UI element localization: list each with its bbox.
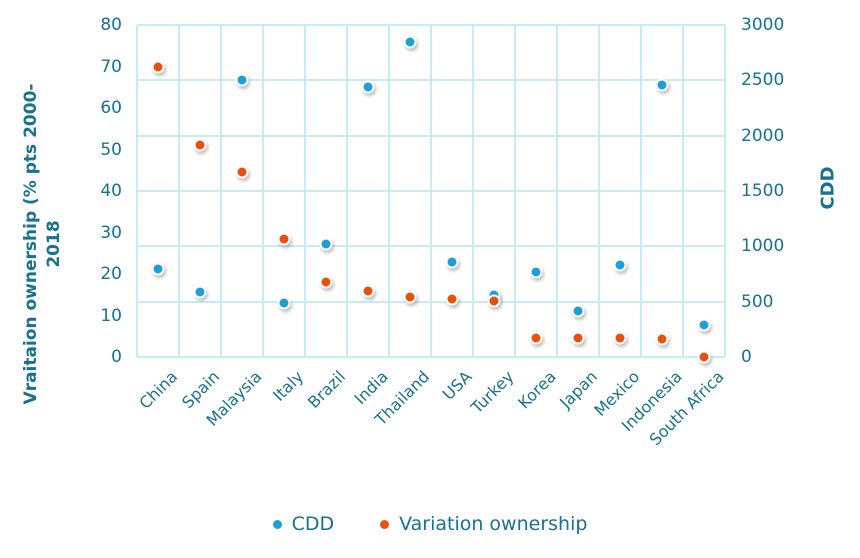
legend-item: Variation ownership: [380, 513, 587, 535]
legend-marker-icon: [380, 519, 390, 529]
right-axis-tick: 2500: [741, 70, 785, 91]
legend: CDD Variation ownership: [0, 513, 860, 535]
variation-point: [613, 331, 627, 345]
cdd-point: [445, 255, 459, 269]
variation-point: [403, 290, 417, 304]
horizontal-gridline: [137, 356, 725, 358]
cdd-point: [277, 296, 291, 310]
right-axis-tick: 3000: [741, 15, 785, 35]
variation-point: [193, 138, 207, 152]
left-axis-tick: 10: [100, 305, 122, 326]
horizontal-gridline: [137, 79, 725, 82]
variation-point: [487, 294, 501, 308]
vertical-gridline: [724, 25, 726, 357]
variation-point: [697, 350, 711, 364]
cdd-point: [151, 262, 165, 275]
legend-item: CDD: [272, 513, 335, 535]
cdd-point: [319, 237, 333, 251]
x-axis-label: Korea: [513, 367, 560, 413]
variation-point: [319, 275, 333, 289]
legend-marker-icon: [272, 519, 282, 529]
left-axis-tick: 0: [111, 347, 122, 367]
cdd-point: [235, 73, 249, 87]
cdd-point: [613, 258, 627, 272]
legend-label: CDD: [291, 513, 335, 535]
left-axis-title: Vraitaion ownership (% pts 2000- 2018: [20, 84, 66, 405]
legend-label: Variation ownership: [399, 513, 588, 535]
horizontal-gridline: [137, 300, 725, 303]
horizontal-gridline: [137, 24, 725, 26]
cdd-point: [193, 285, 207, 299]
left-axis-tick: 80: [100, 15, 122, 35]
left-axis-tick: 30: [100, 222, 122, 243]
variation-point: [655, 332, 669, 346]
x-axis-label: USA: [438, 367, 476, 404]
right-axis-tick: 2000: [741, 125, 785, 146]
cdd-point: [403, 35, 417, 49]
cdd-point: [697, 318, 711, 332]
variation-point: [529, 331, 543, 345]
left-axis-tick: 60: [100, 98, 122, 118]
x-axis-label: China: [135, 367, 182, 413]
cdd-point: [655, 78, 669, 92]
horizontal-gridline: [137, 190, 725, 192]
variation-point: [571, 331, 585, 345]
horizontal-gridline: [137, 245, 725, 248]
right-axis-tick: 1500: [741, 181, 785, 201]
left-axis-tick: 50: [100, 139, 122, 160]
left-axis-tick: 40: [100, 181, 122, 201]
variation-point: [277, 232, 291, 246]
left-axis-tick: 70: [100, 56, 122, 77]
cdd-point: [529, 265, 543, 279]
left-axis-tick: 20: [100, 264, 122, 284]
cdd-point: [361, 80, 375, 94]
cdd-point: [571, 304, 585, 317]
x-axis-label: Italy: [269, 367, 308, 405]
horizontal-gridline: [137, 134, 725, 137]
variation-point: [235, 165, 249, 179]
left-axis-title-line1: Vraitaion ownership (% pts 2000-: [21, 83, 41, 405]
variation-point: [151, 60, 165, 73]
right-axis-title: CDD: [817, 166, 839, 210]
right-axis-tick: 0: [741, 347, 752, 367]
x-axis-label: Brazil: [304, 367, 350, 413]
left-axis-title-line2: 2018: [44, 220, 64, 268]
variation-point: [361, 284, 375, 298]
x-axis-label: Turkey: [467, 367, 518, 418]
right-axis-tick: 1000: [741, 236, 785, 257]
right-axis-tick: 500: [741, 291, 774, 312]
variation-point: [445, 292, 459, 306]
